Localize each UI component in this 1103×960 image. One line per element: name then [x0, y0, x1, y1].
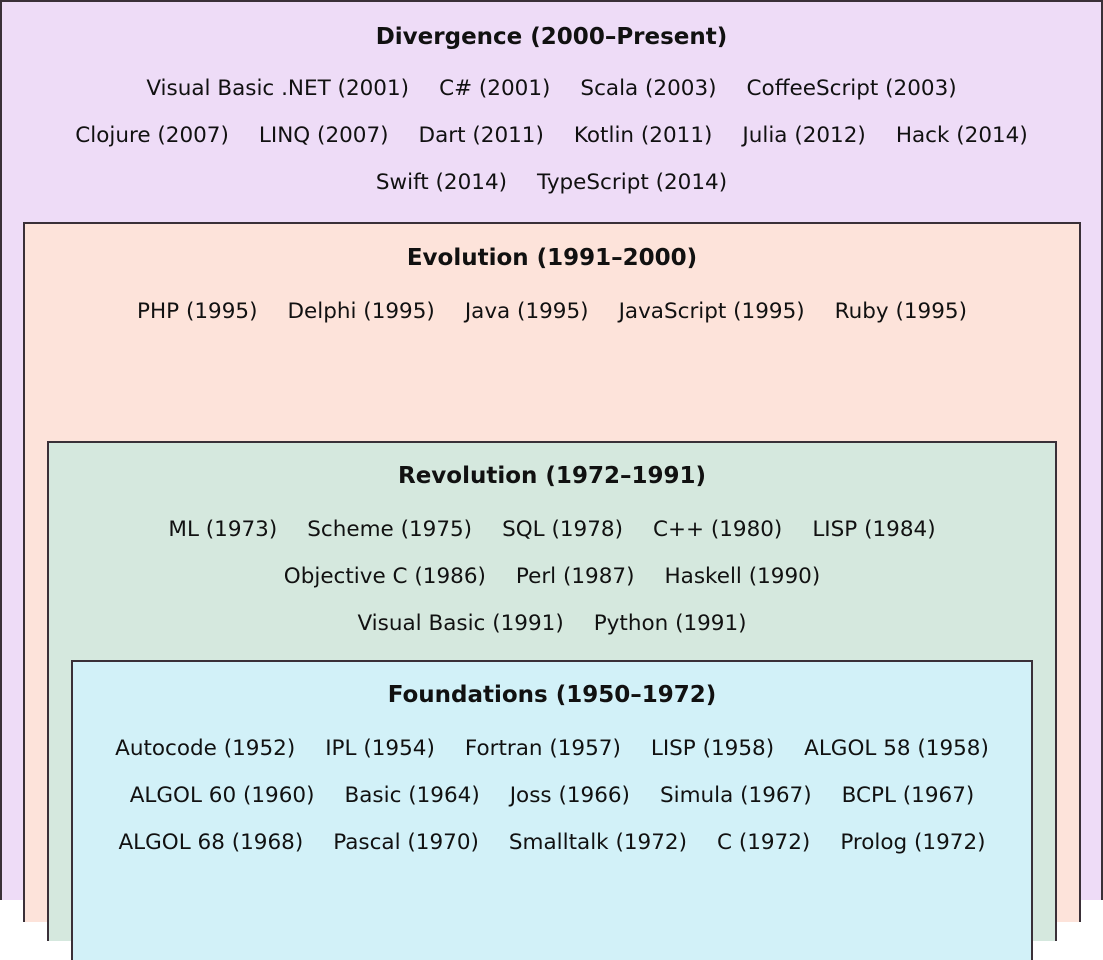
- language-item: Kotlin (2011): [573, 123, 713, 148]
- language-item: ML (1973): [168, 517, 278, 542]
- era-title: Evolution (1991–2000): [406, 245, 698, 271]
- language-item: Pascal (1970): [333, 830, 479, 855]
- language-item: Joss (1966): [509, 783, 630, 808]
- language-item: ALGOL 60 (1960): [129, 783, 315, 808]
- language-item: ALGOL 58 (1958): [804, 736, 989, 761]
- language-item: ALGOL 68 (1968): [118, 830, 304, 855]
- language-item: Scala (2003): [580, 76, 717, 101]
- language-item: LISP (1984): [812, 517, 936, 542]
- language-row: Clojure (2007) LINQ (2007) Dart (2011) Kotl…: [2, 123, 1101, 148]
- language-item: Clojure (2007): [75, 123, 229, 148]
- era-title: Revolution (1972–1991): [398, 463, 706, 489]
- language-item: Perl (1987): [515, 564, 635, 589]
- language-item: PHP (1995): [137, 299, 258, 324]
- language-item: CoffeeScript (2003): [746, 76, 957, 101]
- language-item: Objective C (1986): [283, 564, 486, 589]
- language-row: Autocode (1952) IPL (1954) Fortran (1957) L…: [73, 736, 1031, 761]
- language-item: C# (2001): [439, 76, 551, 101]
- language-item: IPL (1954): [325, 736, 435, 761]
- language-item: LISP (1958): [650, 736, 775, 761]
- language-item: BCPL (1967): [841, 783, 975, 808]
- language-row: ALGOL 60 (1960) Basic (1964) Joss (1966) Si…: [73, 783, 1031, 808]
- language-row: Swift (2014) TypeScript (2014): [2, 170, 1101, 195]
- language-item: Scheme (1975): [307, 517, 473, 542]
- language-item: Autocode (1952): [115, 736, 296, 761]
- era-title: Foundations (1950–1972): [387, 682, 717, 708]
- language-item: Hack (2014): [895, 123, 1028, 148]
- language-item: Fortran (1957): [464, 736, 621, 761]
- language-item: Delphi (1995): [287, 299, 435, 324]
- language-item: C++ (1980): [652, 517, 783, 542]
- language-row: Objective C (1986) Perl (1987) Haskell (19…: [49, 564, 1055, 589]
- language-item: Smalltalk (1972): [508, 830, 687, 855]
- language-item: Basic (1964): [344, 783, 480, 808]
- language-row: PHP (1995) Delphi (1995) Java (1995) JavaSc…: [25, 299, 1079, 324]
- language-item: Visual Basic .NET (2001): [146, 76, 410, 101]
- language-item: Simula (1967): [659, 783, 812, 808]
- era-foundations: Foundations (1950–1972) Autocode (1952) IP…: [71, 660, 1033, 960]
- language-row: Visual Basic (1991) Python (1991): [49, 611, 1055, 636]
- language-item: LINQ (2007): [258, 123, 389, 148]
- language-item: Swift (2014): [375, 170, 508, 195]
- language-row: Visual Basic .NET (2001) C# (2001) Scala (…: [2, 76, 1101, 101]
- language-item: Java (1995): [464, 299, 589, 324]
- language-item: SQL (1978): [502, 517, 623, 542]
- language-item: JavaScript (1995): [618, 299, 805, 324]
- language-row: ALGOL 68 (1968) Pascal (1970) Smalltalk (1…: [73, 830, 1031, 855]
- language-item: TypeScript (2014): [537, 170, 728, 195]
- language-item: Prolog (1972): [840, 830, 986, 855]
- language-item: Ruby (1995): [834, 299, 967, 324]
- language-item: Visual Basic (1991): [357, 611, 564, 636]
- language-item: Python (1991): [593, 611, 747, 636]
- language-row: ML (1973) Scheme (1975) SQL (1978) C++ (198…: [49, 517, 1055, 542]
- language-item: Dart (2011): [418, 123, 544, 148]
- language-item: Julia (2012): [742, 123, 866, 148]
- era-title: Divergence (2000–Present): [375, 24, 728, 50]
- language-item: C (1972): [716, 830, 811, 855]
- language-item: Haskell (1990): [664, 564, 821, 589]
